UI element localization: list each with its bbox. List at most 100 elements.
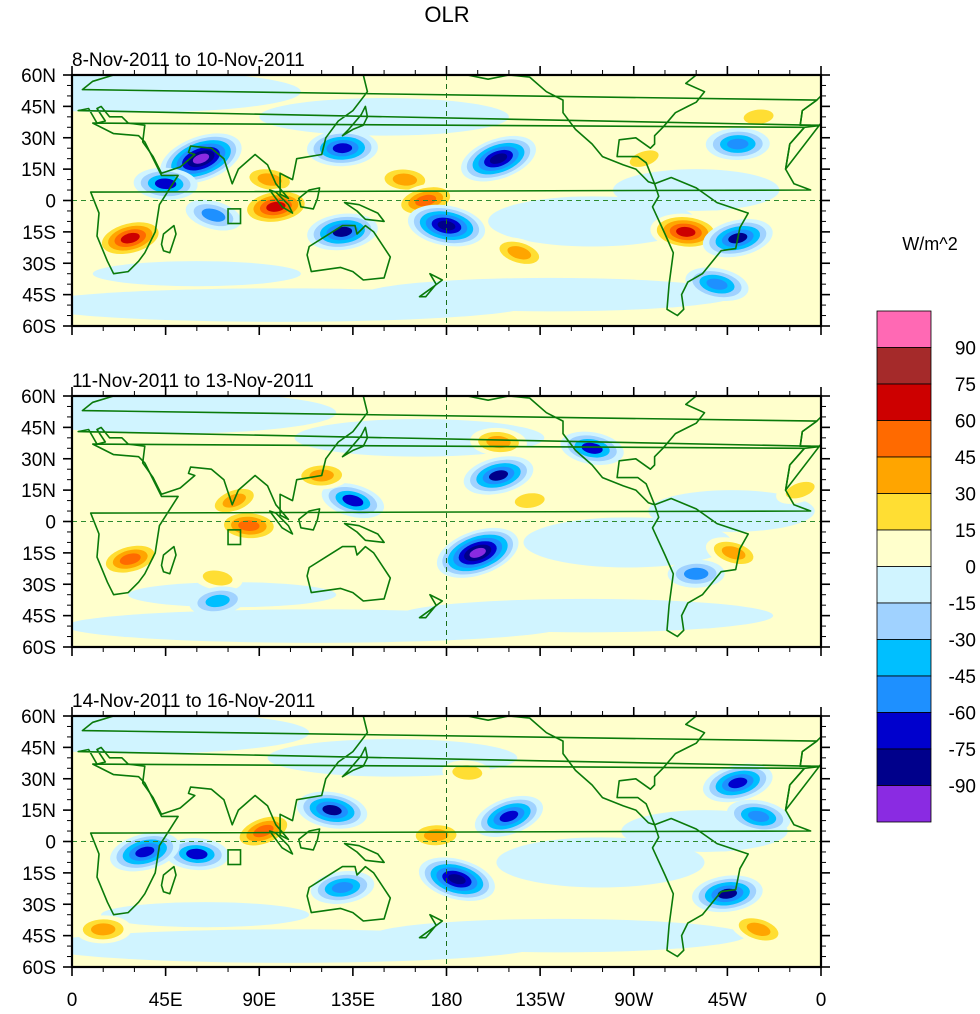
contour-region xyxy=(101,902,310,928)
colorbar-bin xyxy=(876,748,932,786)
colorbar-level-label: -90 xyxy=(949,777,976,798)
contour-level xyxy=(727,138,749,150)
contour-level xyxy=(746,922,771,937)
coastline xyxy=(773,65,790,69)
anomaly-feature xyxy=(436,527,519,578)
anomaly-feature xyxy=(733,104,784,130)
anomaly-feature xyxy=(216,509,281,542)
contour-region xyxy=(488,196,697,247)
coastline xyxy=(418,913,444,939)
colorbar-level-label: 45 xyxy=(955,448,976,469)
anomaly-feature xyxy=(310,871,375,904)
contour-level xyxy=(489,153,508,164)
contour-region xyxy=(72,716,310,754)
lon-tick-label: 0 xyxy=(67,990,78,1011)
coastlines xyxy=(77,65,821,317)
contour-region xyxy=(496,837,705,888)
anomaly-feature xyxy=(705,128,770,161)
colorbar-level-label: 60 xyxy=(955,412,976,433)
anomaly-feature xyxy=(685,267,749,302)
colorbar-level-label: -45 xyxy=(949,667,976,688)
coastline xyxy=(77,75,818,200)
colorbar-bin xyxy=(876,712,932,750)
contour-level xyxy=(486,435,511,449)
coastline xyxy=(306,545,392,602)
contour-level xyxy=(448,874,466,885)
lon-tick-label: 135W xyxy=(515,990,565,1011)
colorbar-bin xyxy=(876,602,932,640)
anomaly-feature xyxy=(192,565,243,591)
lat-tick-label: 30S xyxy=(22,575,56,596)
colorbar-level-label: -75 xyxy=(949,740,976,761)
contour-level xyxy=(507,246,532,260)
colorbar-bin xyxy=(876,566,932,604)
contour-region xyxy=(72,288,530,322)
lon-tick-label: 135E xyxy=(331,990,375,1011)
lat-tick-label: 60N xyxy=(21,66,56,87)
lat-tick-label: 30S xyxy=(22,895,56,916)
lat-tick-label: 60S xyxy=(22,317,56,338)
contour-region xyxy=(72,609,566,643)
contour-level xyxy=(253,824,274,838)
coastline xyxy=(306,865,392,922)
contour-level xyxy=(192,153,210,164)
anomaly-feature xyxy=(560,431,624,465)
colorbar-level-label: -30 xyxy=(949,631,976,652)
lat-tick-label: 30S xyxy=(22,254,56,275)
coastline xyxy=(799,416,821,448)
coastline xyxy=(89,763,812,916)
anomaly-feature xyxy=(474,795,543,837)
contour-level xyxy=(514,493,545,508)
coastline xyxy=(268,830,294,855)
anomaly-feature xyxy=(98,541,162,577)
map-field xyxy=(72,65,821,326)
lon-tick-label: 45E xyxy=(149,990,183,1011)
contour-level xyxy=(186,848,208,860)
contour-level xyxy=(119,553,141,565)
anomaly-feature xyxy=(667,559,725,588)
coastline xyxy=(341,105,369,137)
lat-tick-label: 0 xyxy=(45,192,56,213)
coastline xyxy=(297,508,321,531)
lat-tick-label: 45S xyxy=(22,286,56,307)
coastline xyxy=(160,545,177,575)
map-panels: 8-Nov-2011 to 10-Nov-2011 60N 45N 30N 15N 0 15… xyxy=(21,50,830,1011)
contour-level xyxy=(322,805,342,816)
anomaly-feature xyxy=(321,483,385,519)
panel-title: 11-Nov-2011 to 13-Nov-2011 xyxy=(72,371,314,392)
lat-tick-label: 60S xyxy=(22,638,56,659)
contour-level xyxy=(332,143,353,154)
coastline xyxy=(77,716,818,841)
lat-tick-label: 30N xyxy=(21,129,56,150)
lat-tick-label: 15N xyxy=(21,481,56,502)
map-panel-2: 11-Nov-2011 to 13-Nov-2011 60N 45N 30N 15N 0 1… xyxy=(21,371,830,659)
contour-level xyxy=(342,494,364,507)
lat-tick-label: 45N xyxy=(21,418,56,439)
lon-tick-labels: 0 45E 90E 135E 180 135W 90W 45W 0 xyxy=(67,990,827,1011)
coastline xyxy=(89,443,812,596)
colorbar-bin xyxy=(876,639,932,677)
contour-region xyxy=(523,517,732,568)
contour-level xyxy=(205,594,230,608)
colorbar-level-label: -15 xyxy=(949,594,976,615)
contour-level xyxy=(728,777,748,789)
map-panel-3: 14-Nov-2011 to 16-Nov-2011 60N 45N 30N 15N 0 1… xyxy=(21,691,830,979)
colorbar-bin xyxy=(876,675,932,713)
colorbar-bin xyxy=(876,456,932,494)
colorbar-bin xyxy=(876,529,932,567)
contour-level xyxy=(331,882,354,893)
coastline xyxy=(418,272,444,298)
coastline xyxy=(160,224,177,254)
lon-tick-label: 90E xyxy=(242,990,276,1011)
contour-level xyxy=(238,520,260,532)
lon-tick-label: 180 xyxy=(431,990,463,1011)
colorbar-level-label: 0 xyxy=(965,558,976,579)
colorbar-level-label: 75 xyxy=(955,375,976,396)
colorbar-bin xyxy=(876,785,932,823)
coastline xyxy=(343,522,385,544)
anomaly-feature xyxy=(620,144,669,173)
contour-level xyxy=(748,810,770,822)
contour-level xyxy=(469,547,486,558)
anomaly-feature xyxy=(776,476,821,504)
contour-level xyxy=(488,470,509,481)
